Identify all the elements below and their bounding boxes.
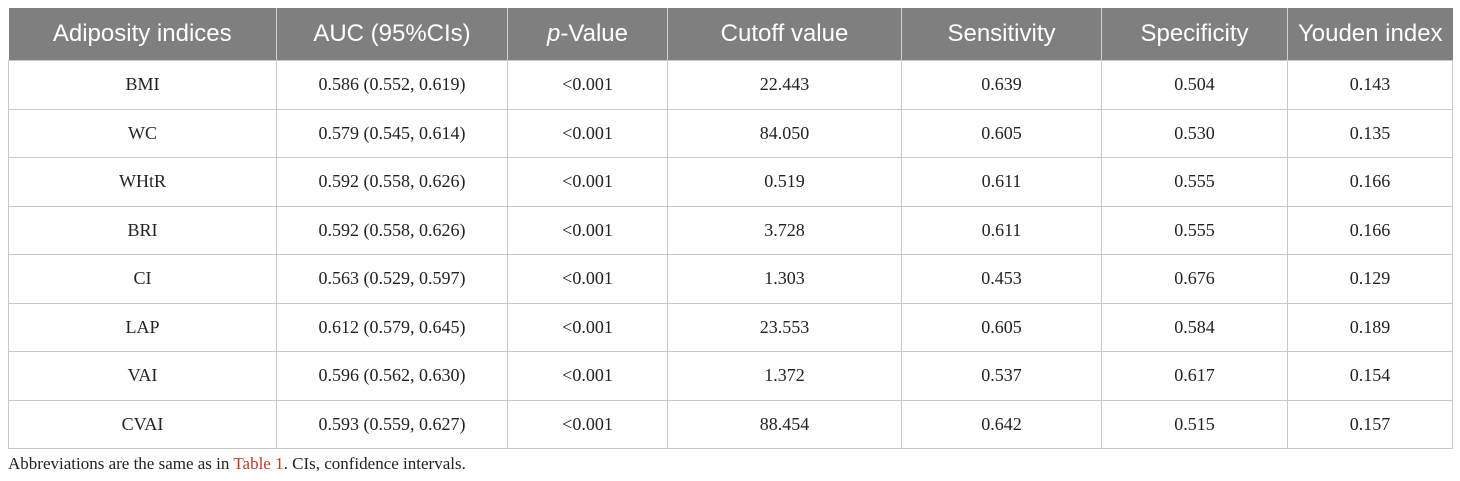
cell-cutoff: 88.454 (667, 399, 902, 449)
cell-p-value: <0.001 (507, 399, 668, 449)
cell-youden: 0.154 (1287, 351, 1453, 401)
cell-youden: 0.129 (1287, 254, 1453, 304)
cell-sensitivity: 0.537 (901, 351, 1102, 401)
cell-cutoff: 1.372 (667, 351, 902, 401)
header-auc: AUC (95%CIs) (276, 8, 508, 61)
cell-p-value: <0.001 (507, 351, 668, 401)
cell-p-value: <0.001 (507, 157, 668, 207)
cell-auc: 0.612 (0.579, 0.645) (276, 302, 508, 352)
cell-specificity: 0.530 (1101, 108, 1288, 158)
cell-sensitivity: 0.611 (901, 205, 1102, 255)
cell-index: WC (8, 108, 277, 158)
header-cutoff-value: Cutoff value (667, 8, 902, 61)
header-row: Adiposity indices AUC (95%CIs) p-Value C… (8, 8, 1453, 61)
footnote-text-after: . CIs, confidence intervals. (283, 454, 466, 473)
cell-specificity: 0.676 (1101, 254, 1288, 304)
cell-specificity: 0.515 (1101, 399, 1288, 449)
header-specificity: Specificity (1101, 8, 1288, 61)
cell-specificity: 0.584 (1101, 302, 1288, 352)
cell-cutoff: 23.553 (667, 302, 902, 352)
cell-youden: 0.157 (1287, 399, 1453, 449)
cell-cutoff: 3.728 (667, 205, 902, 255)
table-row: VAI 0.596 (0.562, 0.630) <0.001 1.372 0.… (8, 351, 1453, 401)
cell-p-value: <0.001 (507, 254, 668, 304)
cell-youden: 0.166 (1287, 205, 1453, 255)
header-adiposity-indices: Adiposity indices (8, 8, 277, 61)
cell-p-value: <0.001 (507, 108, 668, 158)
cell-auc: 0.593 (0.559, 0.627) (276, 399, 508, 449)
table-row: WHtR 0.592 (0.558, 0.626) <0.001 0.519 0… (8, 157, 1453, 207)
cell-index: CI (8, 254, 277, 304)
header-p-value: p-Value (507, 8, 668, 61)
cell-youden: 0.143 (1287, 60, 1453, 110)
cell-sensitivity: 0.605 (901, 302, 1102, 352)
cell-youden: 0.135 (1287, 108, 1453, 158)
cell-specificity: 0.504 (1101, 60, 1288, 110)
cell-index: WHtR (8, 157, 277, 207)
table-row: BRI 0.592 (0.558, 0.626) <0.001 3.728 0.… (8, 205, 1453, 255)
cell-auc: 0.592 (0.558, 0.626) (276, 157, 508, 207)
table-row: WC 0.579 (0.545, 0.614) <0.001 84.050 0.… (8, 108, 1453, 158)
cell-auc: 0.586 (0.552, 0.619) (276, 60, 508, 110)
cell-p-value: <0.001 (507, 205, 668, 255)
cell-index: LAP (8, 302, 277, 352)
table-row: BMI 0.586 (0.552, 0.619) <0.001 22.443 0… (8, 60, 1453, 110)
cell-sensitivity: 0.605 (901, 108, 1102, 158)
cell-p-value: <0.001 (507, 60, 668, 110)
header-sensitivity: Sensitivity (901, 8, 1102, 61)
cell-specificity: 0.555 (1101, 157, 1288, 207)
cell-youden: 0.189 (1287, 302, 1453, 352)
table-1-link[interactable]: Table 1 (233, 454, 284, 473)
cell-sensitivity: 0.642 (901, 399, 1102, 449)
cell-index: BRI (8, 205, 277, 255)
cell-auc: 0.592 (0.558, 0.626) (276, 205, 508, 255)
cell-index: CVAI (8, 399, 277, 449)
cell-p-value: <0.001 (507, 302, 668, 352)
cell-auc: 0.579 (0.545, 0.614) (276, 108, 508, 158)
p-symbol: p (547, 20, 561, 47)
cell-sensitivity: 0.453 (901, 254, 1102, 304)
cell-specificity: 0.555 (1101, 205, 1288, 255)
cell-youden: 0.166 (1287, 157, 1453, 207)
results-table: Adiposity indices AUC (95%CIs) p-Value C… (8, 8, 1453, 449)
cell-sensitivity: 0.611 (901, 157, 1102, 207)
cell-cutoff: 0.519 (667, 157, 902, 207)
cell-cutoff: 22.443 (667, 60, 902, 110)
cell-cutoff: 1.303 (667, 254, 902, 304)
cell-specificity: 0.617 (1101, 351, 1288, 401)
table-row: CVAI 0.593 (0.559, 0.627) <0.001 88.454 … (8, 399, 1453, 449)
cell-auc: 0.563 (0.529, 0.597) (276, 254, 508, 304)
cell-index: VAI (8, 351, 277, 401)
cell-sensitivity: 0.639 (901, 60, 1102, 110)
table-footnote: Abbreviations are the same as in Table 1… (8, 454, 466, 474)
table-container: Adiposity indices AUC (95%CIs) p-Value C… (8, 8, 1453, 449)
footnote-text-before: Abbreviations are the same as in (8, 454, 234, 473)
cell-cutoff: 84.050 (667, 108, 902, 158)
table-row: CI 0.563 (0.529, 0.597) <0.001 1.303 0.4… (8, 254, 1453, 304)
header-p-value-label: -Value (560, 20, 628, 47)
header-youden-index: Youden index (1287, 8, 1453, 61)
cell-auc: 0.596 (0.562, 0.630) (276, 351, 508, 401)
cell-index: BMI (8, 60, 277, 110)
table-row: LAP 0.612 (0.579, 0.645) <0.001 23.553 0… (8, 302, 1453, 352)
